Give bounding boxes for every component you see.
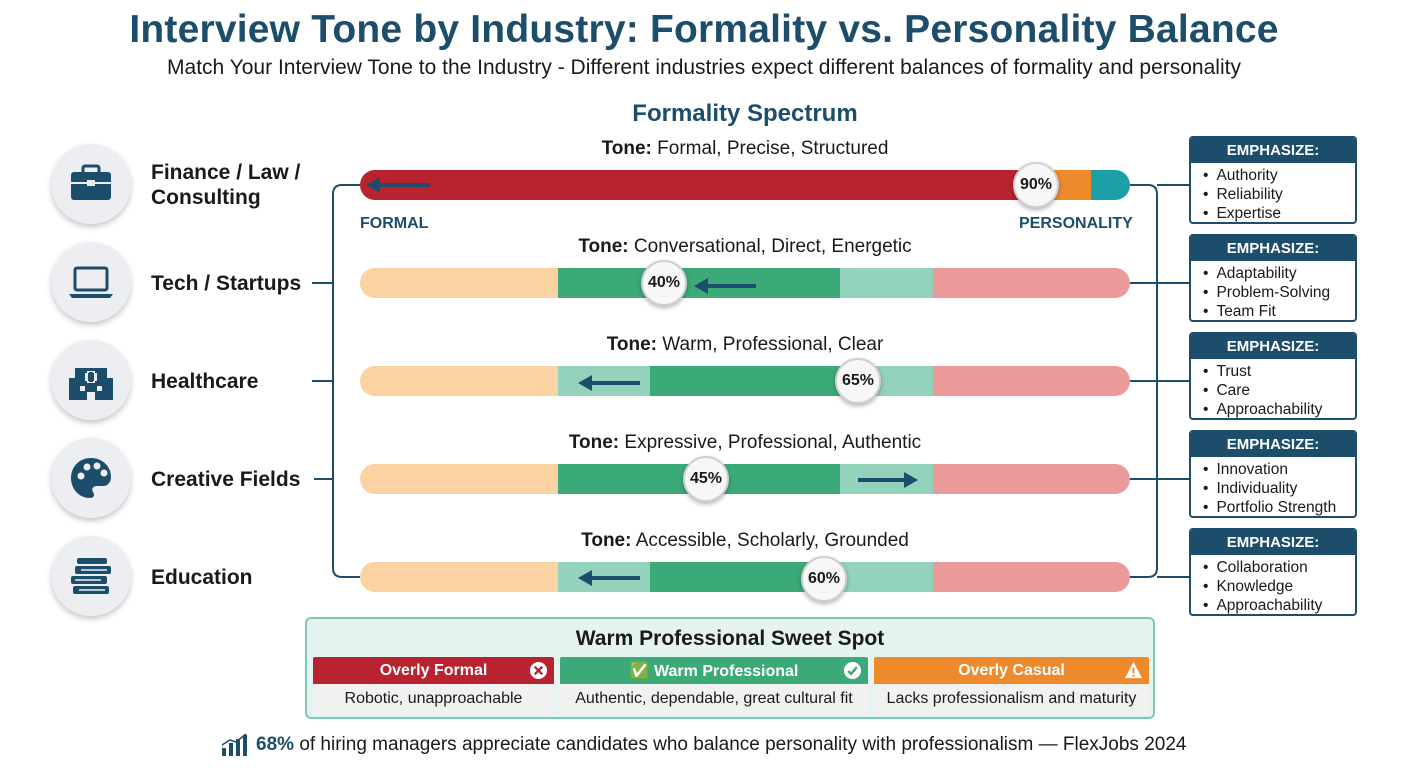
tone-healthcare: Tone: Warm, Professional, Clear	[606, 334, 884, 355]
emphasize-heading: EMPHASIZE:	[1191, 236, 1355, 261]
emphasize-item: Reliability	[1203, 185, 1355, 204]
industry-label-education: Education	[151, 566, 253, 589]
emphasize-box-finance: EMPHASIZE: Authority Reliability Experti…	[1189, 136, 1357, 224]
emphasize-heading: EMPHASIZE:	[1191, 432, 1355, 457]
check-circle-icon	[843, 661, 862, 680]
spectrum-bar-tech	[360, 268, 1130, 298]
emphasize-box-healthcare: EMPHASIZE: Trust Care Approachability	[1189, 332, 1357, 420]
sweet-heading-warm-professional: ✅ Warm Professional	[629, 662, 799, 680]
sweet-spot-panel: Warm Professional Sweet Spot Overly Form…	[305, 617, 1155, 719]
industry-label-finance: Finance / Law / Consulting	[151, 161, 301, 209]
bar-chart-icon	[221, 733, 247, 756]
emphasize-item: Authority	[1203, 166, 1355, 185]
tone-finance: Tone: Formal, Precise, Structured	[601, 138, 889, 159]
emphasize-item: Trust	[1203, 362, 1355, 381]
industry-label-creative: Creative Fields	[151, 468, 301, 491]
arrow-left-icon	[694, 278, 756, 294]
sweet-desc-warm-professional: Authentic, dependable, great cultural fi…	[560, 684, 868, 714]
percent-badge-creative: 45%	[683, 456, 729, 502]
briefcase-icon	[51, 144, 131, 224]
axis-label-formal: FORMAL	[360, 215, 429, 232]
footer-stat-text: of hiring managers appreciate candidates…	[299, 734, 1187, 755]
emphasize-item: Individuality	[1203, 479, 1355, 498]
laptop-icon	[51, 242, 131, 322]
x-circle-icon	[529, 661, 548, 680]
tone-creative: Tone: Expressive, Professional, Authenti…	[568, 432, 922, 453]
emphasize-box-creative: EMPHASIZE: Innovation Individuality Port…	[1189, 430, 1357, 518]
palette-icon	[51, 438, 131, 518]
tone-education: Tone: Accessible, Scholarly, Grounded	[581, 530, 909, 551]
spectrum-bar-finance	[360, 170, 1130, 200]
emphasize-heading: EMPHASIZE:	[1191, 530, 1355, 555]
emphasize-item: Team Fit	[1203, 302, 1355, 320]
sweet-heading-overly-formal: Overly Formal	[379, 661, 488, 679]
tone-tech: Tone: Conversational, Direct, Energetic	[578, 236, 912, 257]
sweet-col-overly-formal: Overly Formal Robotic, unapproachable	[313, 657, 554, 715]
axis-label-personality: PERSONALITY	[1019, 215, 1133, 232]
emphasize-item: Adaptability	[1203, 264, 1355, 283]
footer-stat-value: 68%	[256, 734, 295, 755]
hospital-icon	[51, 340, 131, 420]
arrow-right-icon	[858, 472, 918, 488]
sweet-desc-overly-formal: Robotic, unapproachable	[313, 684, 554, 714]
emphasize-item: Approachability	[1203, 400, 1355, 418]
emphasize-item: Approachability	[1203, 596, 1355, 614]
emphasize-box-tech: EMPHASIZE: Adaptability Problem-Solving …	[1189, 234, 1357, 322]
arrow-left-icon	[366, 177, 430, 193]
sweet-col-overly-casual: Overly Casual Lacks professionalism and …	[874, 657, 1149, 715]
sweet-heading-overly-casual: Overly Casual	[958, 661, 1065, 679]
emphasize-item: Innovation	[1203, 460, 1355, 479]
emphasize-item: Portfolio Strength	[1203, 498, 1355, 516]
sweet-col-warm-professional: ✅ Warm Professional Authentic, dependabl…	[560, 657, 868, 715]
percent-badge-tech: 40%	[641, 260, 687, 306]
percent-badge-education: 60%	[801, 556, 847, 602]
emphasize-item: Problem-Solving	[1203, 283, 1355, 302]
page-title: Interview Tone by Industry: Formality vs…	[129, 8, 1279, 51]
spectrum-bar-education	[360, 562, 1130, 592]
sweet-desc-overly-casual: Lacks professionalism and maturity	[874, 684, 1149, 714]
books-icon	[51, 536, 131, 616]
emphasize-item: Knowledge	[1203, 577, 1355, 596]
spectrum-bar-creative	[360, 464, 1130, 494]
percent-badge-healthcare: 65%	[835, 358, 881, 404]
emphasize-heading: EMPHASIZE:	[1191, 334, 1355, 359]
spectrum-bar-healthcare	[360, 366, 1130, 396]
emphasize-box-education: EMPHASIZE: Collaboration Knowledge Appro…	[1189, 528, 1357, 616]
emphasize-item: Care	[1203, 381, 1355, 400]
arrow-left-icon	[578, 570, 640, 586]
sweet-spot-title: Warm Professional Sweet Spot	[575, 627, 885, 650]
industry-label-healthcare: Healthcare	[151, 370, 259, 393]
emphasize-item: Expertise	[1203, 204, 1355, 222]
footer-stat: 68% of hiring managers appreciate candid…	[220, 733, 1186, 757]
page-subtitle: Match Your Interview Tone to the Industr…	[167, 56, 1241, 79]
warning-icon	[1124, 661, 1143, 679]
emphasize-item: Collaboration	[1203, 558, 1355, 577]
spectrum-title: Formality Spectrum	[632, 100, 858, 127]
percent-badge-finance: 90%	[1013, 162, 1059, 208]
arrow-left-icon	[578, 375, 640, 391]
industry-label-tech: Tech / Startups	[151, 272, 302, 295]
emphasize-heading: EMPHASIZE:	[1191, 138, 1355, 163]
